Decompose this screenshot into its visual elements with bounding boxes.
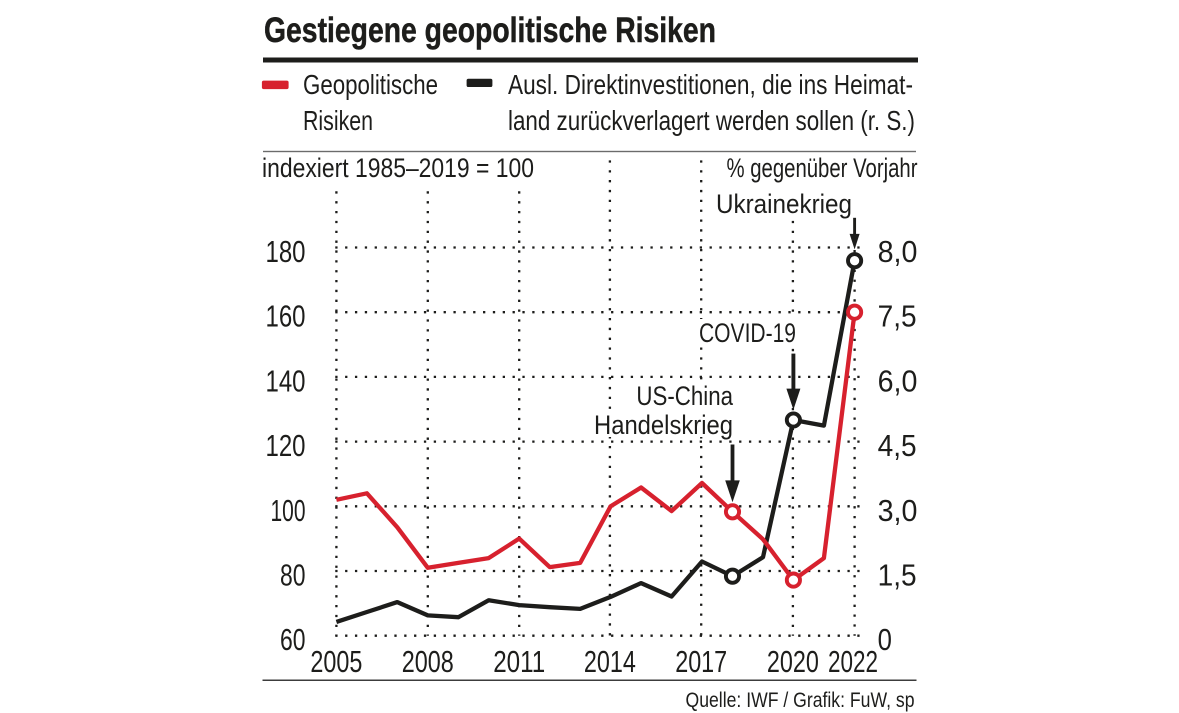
svg-text:7,5: 7,5 xyxy=(878,300,917,334)
svg-text:Ausl. Direktinvestitionen, die: Ausl. Direktinvestitionen, die ins Heima… xyxy=(508,69,913,100)
svg-text:140: 140 xyxy=(266,364,306,398)
svg-text:Ukrainekrieg: Ukrainekrieg xyxy=(716,189,852,219)
svg-text:land zurückverlagert werden so: land zurückverlagert werden sollen (r. S… xyxy=(508,105,915,136)
svg-text:4,5: 4,5 xyxy=(878,429,917,463)
svg-text:3,0: 3,0 xyxy=(878,494,918,528)
svg-text:2017: 2017 xyxy=(675,645,727,679)
svg-text:Quelle: IWF / Grafik: FuW, sp: Quelle: IWF / Grafik: FuW, sp xyxy=(686,688,915,712)
svg-text:Gestiegene geopolitische Risik: Gestiegene geopolitische Risiken xyxy=(264,10,716,50)
svg-text:8,0: 8,0 xyxy=(878,235,918,269)
svg-text:0: 0 xyxy=(878,623,892,657)
svg-text:180: 180 xyxy=(266,235,306,269)
svg-text:2014: 2014 xyxy=(584,645,636,679)
svg-text:2008: 2008 xyxy=(402,645,454,679)
svg-text:2005: 2005 xyxy=(310,645,362,679)
svg-text:160: 160 xyxy=(266,300,306,334)
svg-text:2022: 2022 xyxy=(828,645,878,679)
svg-text:80: 80 xyxy=(280,559,306,593)
svg-text:2011: 2011 xyxy=(493,645,545,679)
svg-text:Geopolitische: Geopolitische xyxy=(303,69,438,100)
svg-text:US-China: US-China xyxy=(636,381,733,411)
svg-text:2020: 2020 xyxy=(767,645,819,679)
svg-text:indexiert 1985–2019 = 100: indexiert 1985–2019 = 100 xyxy=(262,153,534,183)
svg-text:6,0: 6,0 xyxy=(878,364,918,398)
svg-text:Risiken: Risiken xyxy=(303,105,373,136)
svg-text:100: 100 xyxy=(271,494,306,528)
svg-text:1,5: 1,5 xyxy=(878,559,917,593)
svg-text:120: 120 xyxy=(266,429,306,463)
svg-text:COVID-19: COVID-19 xyxy=(699,318,796,348)
svg-text:60: 60 xyxy=(280,623,306,657)
svg-text:Handelskrieg: Handelskrieg xyxy=(594,410,733,440)
svg-text:% gegenüber Vorjahr: % gegenüber Vorjahr xyxy=(727,153,918,183)
